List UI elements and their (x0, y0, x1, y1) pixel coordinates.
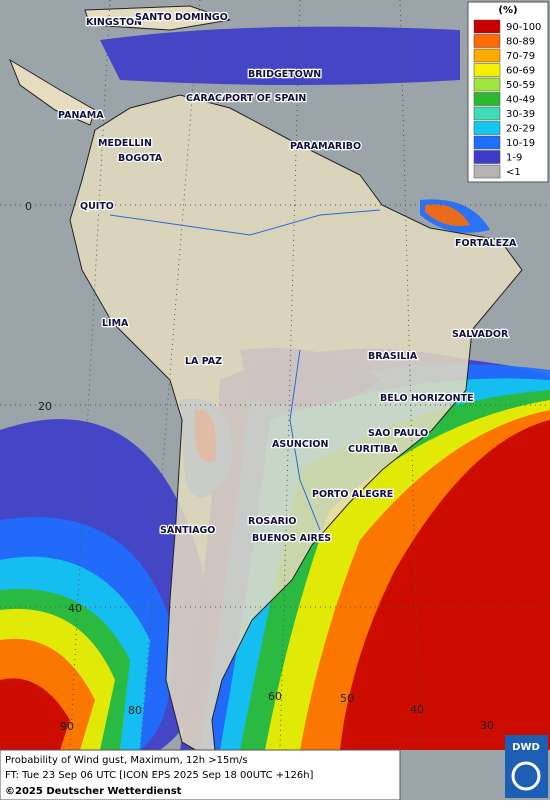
city-label: PARAMARIBO (290, 141, 361, 152)
grid-label: 30 (480, 719, 494, 732)
city-label: SALVADOR (452, 329, 509, 340)
grid-label: 60 (268, 690, 282, 703)
legend-label: 1-9 (506, 153, 522, 164)
central-america (8, 58, 96, 126)
probability-area (425, 204, 470, 227)
probability-area (340, 420, 550, 750)
legend-items: 90-100 80-89 70-79 60-69 50-59 40-49 30-39 20-2… (473, 19, 541, 179)
caribbean-islands (84, 5, 231, 31)
grid-label: 40 (410, 703, 424, 716)
grid-label: 50 (340, 692, 354, 705)
amazon (109, 209, 381, 236)
legend-swatch (473, 63, 501, 77)
city-label: PORT OF SPAIN (225, 93, 306, 104)
legend: (%) 90-100 80-89 70-79 60-69 50-59 40-49 30-39… (467, 1, 549, 183)
legend-label: 60-69 (506, 66, 535, 77)
grid-line (399, 0, 421, 751)
city-label: ASUNCION (272, 439, 328, 450)
grid-label: 80 (128, 704, 142, 717)
legend-label: 40-49 (506, 95, 535, 106)
legend-swatch (473, 77, 501, 92)
city-label: SAO PAULO (368, 428, 428, 439)
legend-swatch (473, 121, 501, 135)
copyright: ©2025 Deutscher Wetterdienst (5, 786, 182, 797)
probability-area (0, 678, 70, 750)
city-label: QUITO (80, 201, 114, 212)
city-label: CARACAS (186, 93, 236, 104)
rivers (109, 209, 381, 531)
city-label: KINGSTON (86, 17, 142, 28)
city-label: BELO HORIZONTE (380, 393, 474, 404)
grid-label: 90 (60, 720, 74, 733)
grid-label: 0 (25, 200, 32, 213)
legend-swatch (473, 106, 501, 121)
legend-swatch (473, 48, 501, 63)
grid-label: 40 (68, 602, 82, 615)
legend-swatch (473, 34, 501, 48)
continent (69, 94, 523, 763)
legend-label: <1 (506, 167, 521, 178)
legend-label: 30-39 (506, 109, 535, 120)
legend-label: 80-89 (506, 37, 535, 48)
city-label: PORTO ALEGRE (312, 489, 393, 500)
graticule (0, 0, 550, 751)
city-label: FORTALEZA (455, 238, 517, 249)
footer-line: FT: Tue 23 Sep 06 UTC [ICON EPS 2025 Sep… (5, 770, 314, 781)
city-label: BOGOTA (118, 153, 163, 164)
parana (289, 349, 321, 531)
city-label: PANAMA (58, 110, 104, 121)
legend-unit: (%) (498, 5, 517, 16)
probability-area (100, 26, 460, 86)
city-label: BRASILIA (368, 351, 418, 362)
city-label: SANTIAGO (160, 525, 215, 536)
city-label: CURITIBA (348, 444, 399, 455)
grid-label: 20 (38, 400, 52, 413)
legend-label: 90-100 (506, 22, 541, 33)
footer-line: Probability of Wind gust, Maximum, 12h >… (5, 755, 248, 766)
grid-line (69, 0, 111, 751)
grid-line (279, 0, 301, 751)
legend-label: 10-19 (506, 138, 535, 149)
city-label: BRIDGETOWN (248, 69, 321, 80)
legend-swatch (473, 150, 501, 164)
legend-swatch (473, 135, 501, 150)
city-label: BUENOS AIRES (252, 533, 331, 544)
city-label: LA PAZ (185, 356, 222, 367)
city-label: SANTO DOMINGO (135, 12, 228, 23)
footer-box (0, 749, 401, 801)
city-label: MEDELLIN (98, 138, 152, 149)
logo: DWD (512, 742, 540, 753)
legend-swatch (473, 19, 501, 34)
legend-label: 70-79 (506, 51, 535, 62)
logo-icon (511, 761, 541, 791)
city-label: ROSARIO (248, 516, 297, 527)
grid-line (139, 0, 201, 751)
city-label: LIMA (102, 318, 129, 329)
legend-label: 50-59 (506, 80, 535, 91)
legend-label: 20-29 (506, 124, 535, 135)
legend-swatch (473, 164, 501, 179)
legend-swatch (473, 92, 501, 106)
